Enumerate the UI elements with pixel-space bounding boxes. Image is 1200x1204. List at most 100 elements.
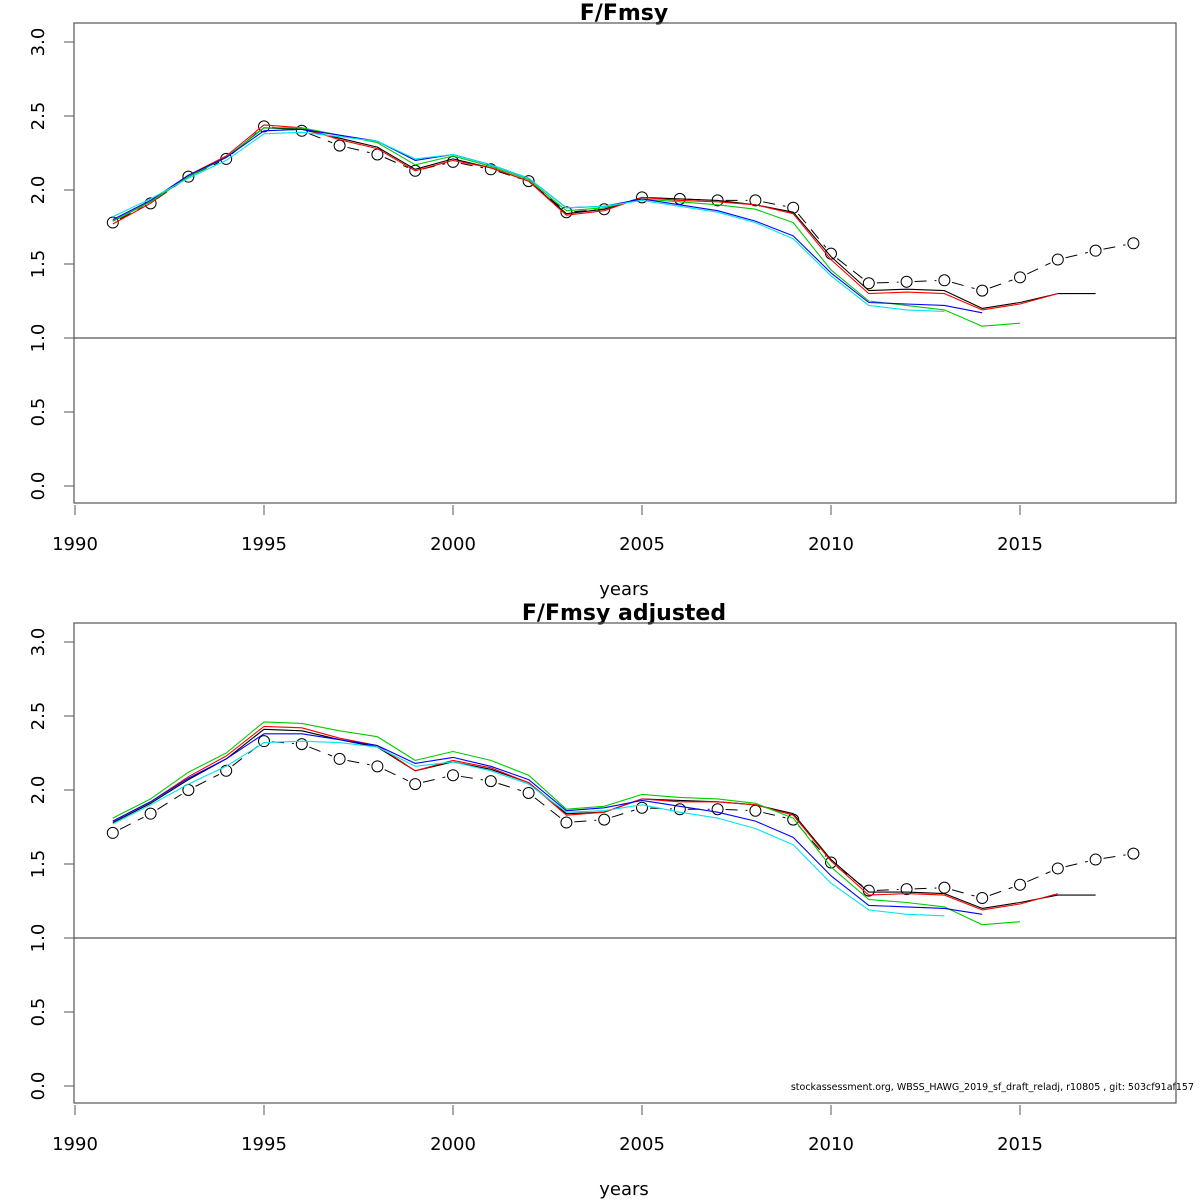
series-line-retro-5: [112, 740, 945, 917]
series-line-segment-base: [989, 279, 1013, 289]
y-tick-label: 3.0: [28, 628, 49, 657]
series-line-segment-base: [951, 281, 975, 290]
y-tick-label: 1.5: [28, 250, 49, 279]
x-tick-label: 1995: [241, 1134, 287, 1155]
y-tick-label: 3.0: [28, 28, 49, 57]
data-point-base-2008: [749, 194, 762, 207]
series-line-segment-base: [534, 797, 561, 819]
series-line-segment-base: [1103, 244, 1126, 250]
x-tick-label: 2010: [808, 534, 854, 555]
data-point-base-2016: [1051, 862, 1064, 875]
data-point-base-2018: [1127, 847, 1140, 860]
series-line-segment-base: [836, 258, 863, 279]
series-line-segment-base: [914, 887, 937, 890]
y-tick-label: 1.0: [28, 324, 49, 353]
series-line-retro-5: [112, 131, 945, 312]
y-tick-label: 1.5: [28, 850, 49, 879]
data-point-base-2010: [825, 247, 837, 260]
y-tick-label: 2.0: [28, 776, 49, 805]
series-line-segment-base: [914, 280, 937, 282]
y-tick-label: 0.5: [28, 398, 49, 427]
data-point-base-2002: [522, 175, 535, 188]
series-line-segment-base: [1027, 262, 1051, 275]
data-point-base-1992: [144, 807, 157, 820]
data-point-base-2004: [598, 813, 611, 826]
series-line-segment-base: [763, 201, 786, 207]
chart-title: F/Fmsy adjusted: [522, 601, 726, 626]
data-point-base-1997: [333, 139, 346, 152]
x-tick-label: 1995: [241, 534, 287, 555]
data-point-base-2001: [484, 775, 497, 788]
data-point-base-1997: [333, 752, 346, 765]
chart-title: F/Fmsy: [580, 1, 668, 26]
y-tick-label: 0.0: [28, 1072, 49, 1101]
series-line-segment-base: [384, 769, 409, 782]
data-point-base-2017: [1089, 853, 1102, 866]
data-point-base-2006: [673, 803, 686, 816]
data-point-base-2000: [447, 769, 459, 782]
plot-area-frame: [73, 22, 1177, 504]
series-line-retro-3: [112, 127, 1021, 327]
series-line-segment-base: [611, 809, 635, 818]
x-tick-label: 2015: [997, 534, 1043, 555]
x-tick-label: 2000: [430, 534, 476, 555]
series-line-retro-2: [112, 124, 1058, 311]
series-line-segment-base: [498, 171, 522, 180]
series-line-retro-2: [112, 725, 1058, 911]
footnote-annotation: stockassessment.org, WBSS_HAWG_2019_sf_d…: [791, 1082, 1194, 1093]
data-point-base-2003: [560, 816, 573, 829]
series-line-segment-base: [119, 816, 144, 830]
series-line-retro-3: [112, 721, 1021, 926]
data-point-base-2013: [938, 274, 951, 287]
series-line-segment-base: [574, 819, 597, 823]
x-axis-label: years: [599, 1179, 649, 1200]
data-point-base-2015: [1014, 271, 1026, 284]
series-line-segment-base: [384, 157, 409, 169]
series-line-segment-base: [725, 809, 748, 811]
y-tick-label: 2.5: [28, 702, 49, 731]
data-point-base-1999: [409, 778, 422, 791]
data-point-base-2015: [1014, 878, 1026, 891]
y-tick-label: 0.5: [28, 998, 49, 1027]
x-axis-label: years: [599, 579, 649, 600]
series-line-segment-base: [574, 209, 597, 213]
series-line-segment-base: [309, 133, 333, 144]
data-point-base-2011: [862, 277, 875, 290]
series-line-retro-1: [112, 728, 1096, 909]
data-point-base-2007: [711, 803, 724, 816]
data-point-base-2008: [749, 804, 762, 817]
data-point-base-2003: [560, 206, 573, 219]
x-tick-label: 2005: [619, 534, 665, 555]
x-tick-label: 2005: [619, 1134, 665, 1155]
data-point-base-1995: [258, 120, 270, 133]
data-point-base-2005: [636, 801, 648, 814]
data-point-base-2013: [938, 881, 951, 894]
data-point-base-2014: [976, 284, 989, 297]
series-line-segment-base: [347, 759, 370, 766]
series-line-segment-base: [763, 812, 786, 819]
plot-area-frame: [73, 622, 1177, 1104]
series-line-segment-base: [422, 776, 446, 783]
data-point-base-1994: [220, 764, 233, 777]
data-point-base-2012: [900, 275, 913, 288]
y-tick-label: 0.0: [28, 472, 49, 501]
y-tick-label: 2.0: [28, 176, 49, 205]
data-point-base-2012: [900, 883, 913, 896]
y-tick-label: 1.0: [28, 924, 49, 953]
data-point-base-1996: [295, 738, 308, 751]
data-point-base-2016: [1051, 253, 1064, 266]
series-line-retro-4: [112, 128, 983, 314]
data-point-base-1991: [106, 216, 119, 229]
series-line-segment-base: [951, 889, 975, 897]
x-tick-label: 1990: [52, 1134, 98, 1155]
series-line-segment-base: [347, 146, 370, 154]
x-tick-label: 2000: [430, 1134, 476, 1155]
series-line-segment-base: [460, 775, 483, 781]
x-tick-label: 2010: [808, 1134, 854, 1155]
series-line-segment-base: [460, 162, 484, 169]
data-point-base-1995: [258, 735, 270, 748]
series-line-segment-base: [876, 888, 899, 891]
series-line-retro-1: [112, 127, 1096, 309]
x-tick-label: 1990: [52, 534, 98, 555]
